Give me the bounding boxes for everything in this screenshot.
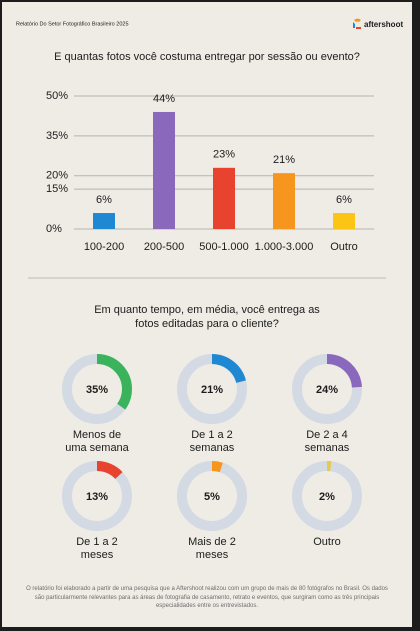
donut-arc [62,461,132,531]
data-label: 21% [201,384,223,396]
x-tick-label: 1.000-3.000 [255,241,314,253]
donut-arc [177,354,247,424]
bar [213,167,235,229]
bar [93,213,115,229]
data-label: 24% [316,384,338,396]
donut-arc [292,461,362,531]
logo-icon [356,27,361,29]
brand-name: aftershoot [364,20,403,29]
donut-label: Mais de 2 meses [188,536,236,561]
page: Relatório Do Setor Fotográfico Brasileir… [2,2,412,627]
data-label: 21% [273,154,295,166]
chart-title: E quantas fotos você costuma entregar po… [54,51,360,63]
data-label: 6% [336,194,352,206]
bar [333,213,355,229]
logo-icon [353,22,355,28]
donut-label: De 1 a 2 semanas [189,429,235,454]
data-label: 5% [204,491,220,503]
data-label: 35% [86,384,108,396]
y-tick-label: 20% [46,170,68,182]
donut-arc [62,354,132,424]
y-tick-label: 0% [46,223,62,235]
bar [273,173,295,229]
y-tick-label: 50% [46,90,68,102]
x-tick-label: 500-1.000 [199,241,249,253]
donut-label: Menos de uma semana [65,429,129,454]
data-label: 23% [213,149,235,161]
chart-canvas: Relatório Do Setor Fotográfico Brasileir… [16,18,403,531]
report-title: Relatório Do Setor Fotográfico Brasileir… [16,21,129,27]
donut-arc [177,461,247,531]
x-tick-label: 200-500 [144,241,184,253]
chart-title: Em quanto tempo, em média, você entrega … [94,304,320,330]
donut-label: Outro [313,536,341,548]
y-tick-label: 15% [46,183,68,195]
data-label: 13% [86,491,108,503]
logo-icon [354,18,361,22]
x-tick-label: Outro [330,241,358,253]
data-label: 6% [96,194,112,206]
brand-logo [353,18,361,29]
donut-arc [292,354,362,424]
data-label: 44% [153,93,175,105]
bar [153,111,175,229]
x-tick-label: 100-200 [84,241,124,253]
y-tick-label: 35% [46,130,68,142]
footnote: O relatório foi elaborado a partir de um… [26,586,388,609]
donut-label: De 2 a 4 semanas [304,429,350,454]
data-label: 2% [319,491,335,503]
donut-label: De 1 a 2 meses [76,536,118,561]
